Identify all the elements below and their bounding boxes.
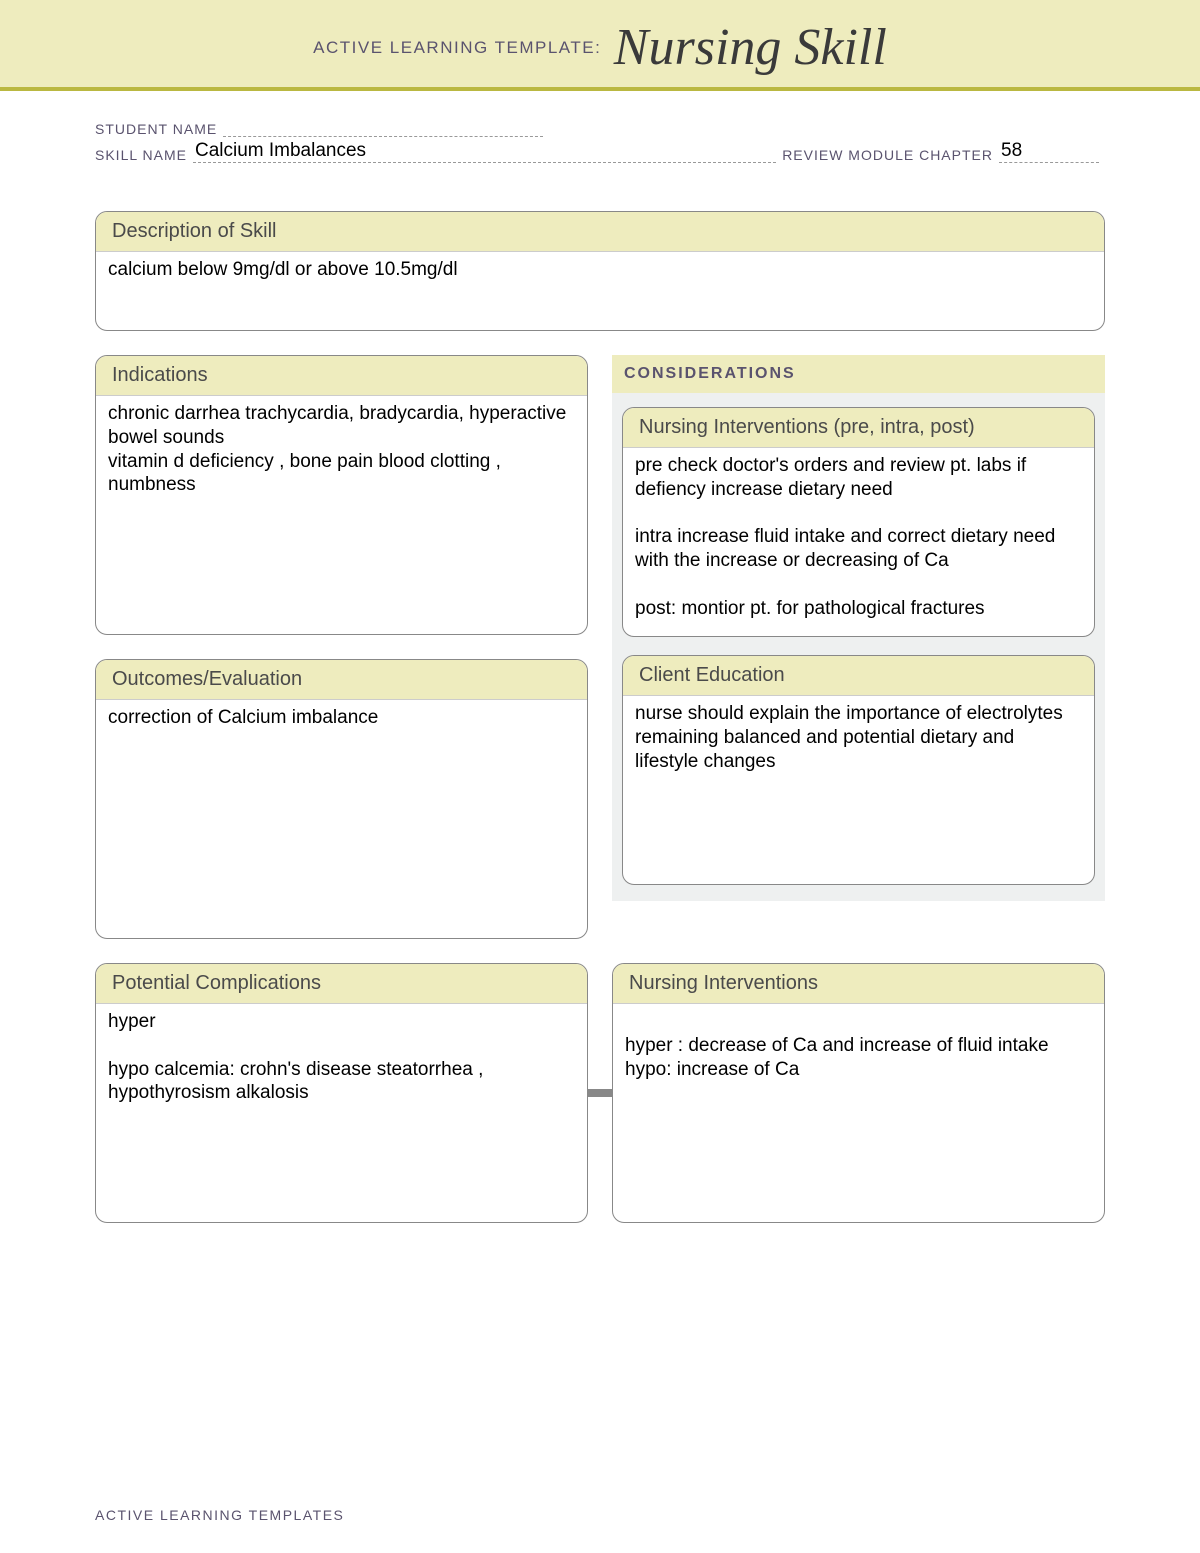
outcomes-body: correction of Calcium imbalance bbox=[96, 700, 587, 740]
considerations-label: CONSIDERATIONS bbox=[612, 355, 1105, 393]
chapter-label: REVIEW MODULE CHAPTER bbox=[782, 147, 993, 163]
footer-text: ACTIVE LEARNING TEMPLATES bbox=[95, 1507, 344, 1523]
outcomes-box: Outcomes/Evaluation correction of Calciu… bbox=[95, 659, 588, 939]
header-title: Nursing Skill bbox=[614, 18, 887, 77]
student-label: STUDENT NAME bbox=[95, 121, 217, 137]
middle-columns: Indications chronic darrhea trachycardia… bbox=[95, 355, 1105, 963]
considerations-wrap: CONSIDERATIONS Nursing Interventions (pr… bbox=[612, 355, 1105, 901]
col-right: CONSIDERATIONS Nursing Interventions (pr… bbox=[612, 355, 1105, 963]
skill-value: Calcium Imbalances bbox=[195, 140, 366, 162]
indications-box: Indications chronic darrhea trachycardia… bbox=[95, 355, 588, 635]
chapter-line: 58 bbox=[999, 145, 1099, 163]
indications-title: Indications bbox=[96, 356, 587, 396]
complications-box: Potential Complications hyper hypo calce… bbox=[95, 963, 588, 1223]
meta-section: STUDENT NAME SKILL NAME Calcium Imbalanc… bbox=[0, 91, 1200, 181]
client-education-box: Client Education nurse should explain th… bbox=[622, 655, 1095, 885]
nursing-interventions-pre-body: pre check doctor's orders and review pt.… bbox=[623, 448, 1094, 630]
description-body: calcium below 9mg/dl or above 10.5mg/dl bbox=[96, 252, 1104, 292]
header-prefix: ACTIVE LEARNING TEMPLATE: bbox=[313, 38, 601, 58]
complications-body: hyper hypo calcemia: crohn's disease ste… bbox=[96, 1004, 587, 1115]
student-line bbox=[223, 119, 543, 137]
nursing-interventions-pre-box: Nursing Interventions (pre, intra, post)… bbox=[622, 407, 1095, 637]
bottom-row: Potential Complications hyper hypo calce… bbox=[95, 963, 1105, 1223]
content: Description of Skill calcium below 9mg/d… bbox=[0, 181, 1200, 1223]
nursing-interventions-box: Nursing Interventions hyper : decrease o… bbox=[612, 963, 1105, 1223]
nursing-interventions-pre-title: Nursing Interventions (pre, intra, post) bbox=[623, 408, 1094, 448]
skill-line: Calcium Imbalances bbox=[193, 145, 776, 163]
outcomes-title: Outcomes/Evaluation bbox=[96, 660, 587, 700]
chapter-value: 58 bbox=[1001, 140, 1022, 162]
student-row: STUDENT NAME bbox=[95, 119, 1105, 137]
header-band: ACTIVE LEARNING TEMPLATE: Nursing Skill bbox=[0, 0, 1200, 91]
nursing-interventions-body: hyper : decrease of Ca and increase of f… bbox=[613, 1004, 1104, 1091]
col-left: Indications chronic darrhea trachycardia… bbox=[95, 355, 588, 963]
indications-body: chronic darrhea trachycardia, bradycardi… bbox=[96, 396, 587, 507]
complications-title: Potential Complications bbox=[96, 964, 587, 1004]
description-box: Description of Skill calcium below 9mg/d… bbox=[95, 211, 1105, 331]
page: ACTIVE LEARNING TEMPLATE: Nursing Skill … bbox=[0, 0, 1200, 1553]
description-title: Description of Skill bbox=[96, 212, 1104, 252]
skill-label: SKILL NAME bbox=[95, 147, 187, 163]
skill-row: SKILL NAME Calcium Imbalances REVIEW MOD… bbox=[95, 145, 1105, 163]
client-education-title: Client Education bbox=[623, 656, 1094, 696]
nursing-interventions-title: Nursing Interventions bbox=[613, 964, 1104, 1004]
client-education-body: nurse should explain the importance of e… bbox=[623, 696, 1094, 783]
